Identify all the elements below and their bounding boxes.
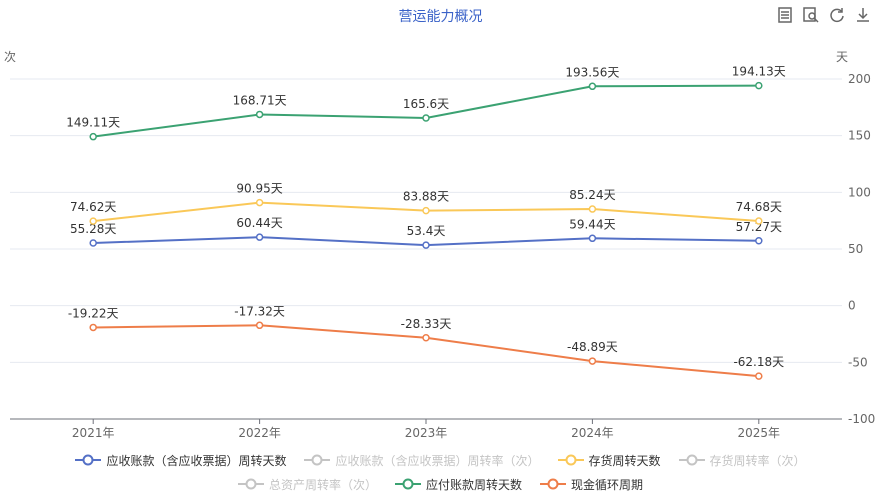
data-point — [588, 82, 597, 91]
data-point — [755, 81, 763, 90]
data-point — [89, 239, 97, 247]
y-tick-label: 100 — [848, 185, 871, 199]
legend-item[interactable]: 应收账款（含应收票据）周转率（次） — [304, 452, 540, 469]
data-point — [422, 334, 430, 342]
data-point — [255, 233, 264, 241]
legend-marker-icon — [678, 454, 705, 466]
legend-marker-icon — [394, 478, 421, 490]
data-label: 85.24天 — [569, 188, 615, 202]
legend-row: 应收账款（含应收票据）周转天数 应收账款（含应收票据）周转率（次） 存货周转天数 存货… — [0, 448, 881, 472]
series-line — [93, 324, 759, 378]
data-point — [89, 323, 97, 332]
left-axis-unit: 次 — [4, 50, 17, 64]
legend-label: 现金循环周期 — [571, 477, 644, 492]
download-icon[interactable] — [853, 5, 873, 25]
data-point — [755, 372, 763, 380]
data-point — [588, 205, 597, 213]
restore-icon[interactable] — [827, 5, 847, 25]
x-tick-label: 2025年 — [738, 426, 781, 440]
y-tick-label: -100 — [848, 412, 875, 426]
legend-label: 总资产周转率（次） — [268, 477, 377, 492]
chart-title: 营运能力概况 — [398, 9, 483, 25]
legend-marker-icon — [75, 454, 102, 466]
legend-item[interactable]: 应付账款周转天数 — [394, 476, 522, 493]
data-label: -28.33天 — [401, 317, 452, 331]
legend-label: 存货周转天数 — [588, 453, 661, 468]
data-label: 193.56天 — [565, 65, 619, 79]
y-tick-label: 50 — [848, 242, 863, 256]
legend-marker-icon — [304, 454, 331, 466]
x-tick-label: 2024年 — [571, 426, 614, 440]
legend-item[interactable]: 现金循环周期 — [540, 476, 643, 493]
data-point — [89, 132, 97, 141]
legend-label: 应收账款（含应收票据）周转天数 — [106, 453, 287, 468]
legend: 应收账款（含应收票据）周转天数 应收账款（含应收票据）周转率（次） 存货周转天数 存货… — [0, 448, 881, 496]
legend-marker-icon — [557, 454, 584, 466]
x-tick-label: 2023年 — [405, 426, 448, 440]
data-point — [255, 110, 264, 119]
data-label: 60.44天 — [236, 216, 282, 230]
legend-marker-icon — [540, 478, 566, 490]
data-point — [89, 217, 97, 225]
data-point — [255, 198, 264, 207]
data-label: 90.95天 — [236, 182, 282, 196]
data-point — [588, 357, 597, 365]
chart-toolbar — [775, 5, 873, 25]
data-label: 55.28天 — [70, 222, 116, 236]
y-tick-label: -50 — [848, 355, 868, 369]
line-chart: -100 -50 0 50 100 150 200 2021年 2022年 2023年 2024年 2… — [10, 65, 875, 440]
y-tick-label: 200 — [848, 72, 871, 86]
y-tick-label: 0 — [848, 299, 856, 313]
series-line — [93, 84, 759, 138]
data-point — [422, 241, 430, 249]
legend-label: 应付账款周转天数 — [425, 477, 522, 492]
y-tick-label: 150 — [848, 129, 871, 143]
data-label: -48.89天 — [567, 340, 618, 354]
data-view-icon[interactable] — [775, 5, 795, 25]
data-label: 83.88天 — [403, 190, 449, 204]
data-label: 149.11天 — [66, 116, 120, 130]
legend-item[interactable]: 存货周转天数 — [557, 452, 661, 469]
data-point — [755, 217, 763, 225]
data-label: -19.22天 — [68, 306, 119, 320]
data-label: 194.13天 — [732, 65, 786, 79]
right-axis-unit: 天 — [836, 50, 849, 64]
legend-item[interactable]: 应收账款（含应收票据）周转天数 — [75, 452, 286, 469]
legend-row: 总资产周转率（次） 应付账款周转天数 现金循环周期 — [0, 472, 881, 496]
data-point — [755, 237, 763, 245]
legend-item[interactable]: 存货周转率（次） — [678, 452, 806, 469]
data-point — [422, 206, 430, 215]
data-label: 74.62天 — [70, 200, 116, 214]
data-label: 59.44天 — [569, 217, 615, 231]
data-label: -17.32天 — [234, 304, 285, 318]
data-label: -62.18天 — [733, 355, 784, 369]
data-point — [588, 234, 597, 243]
x-tick-label: 2021年 — [72, 426, 115, 440]
data-label: 74.68天 — [736, 200, 782, 214]
x-tick-label: 2022年 — [238, 426, 281, 440]
data-point — [255, 321, 264, 330]
legend-marker-icon — [237, 478, 264, 490]
data-label: 57.27天 — [736, 220, 782, 234]
data-point — [422, 114, 430, 122]
data-label: 53.4天 — [407, 224, 446, 238]
data-label: 165.6天 — [403, 97, 449, 111]
legend-item[interactable]: 总资产周转率（次） — [237, 476, 377, 493]
legend-label: 应收账款（含应收票据）周转率（次） — [335, 453, 540, 468]
data-zoom-icon[interactable] — [801, 5, 821, 25]
legend-label: 存货周转率（次） — [709, 453, 806, 468]
data-label: 168.71天 — [233, 93, 287, 107]
